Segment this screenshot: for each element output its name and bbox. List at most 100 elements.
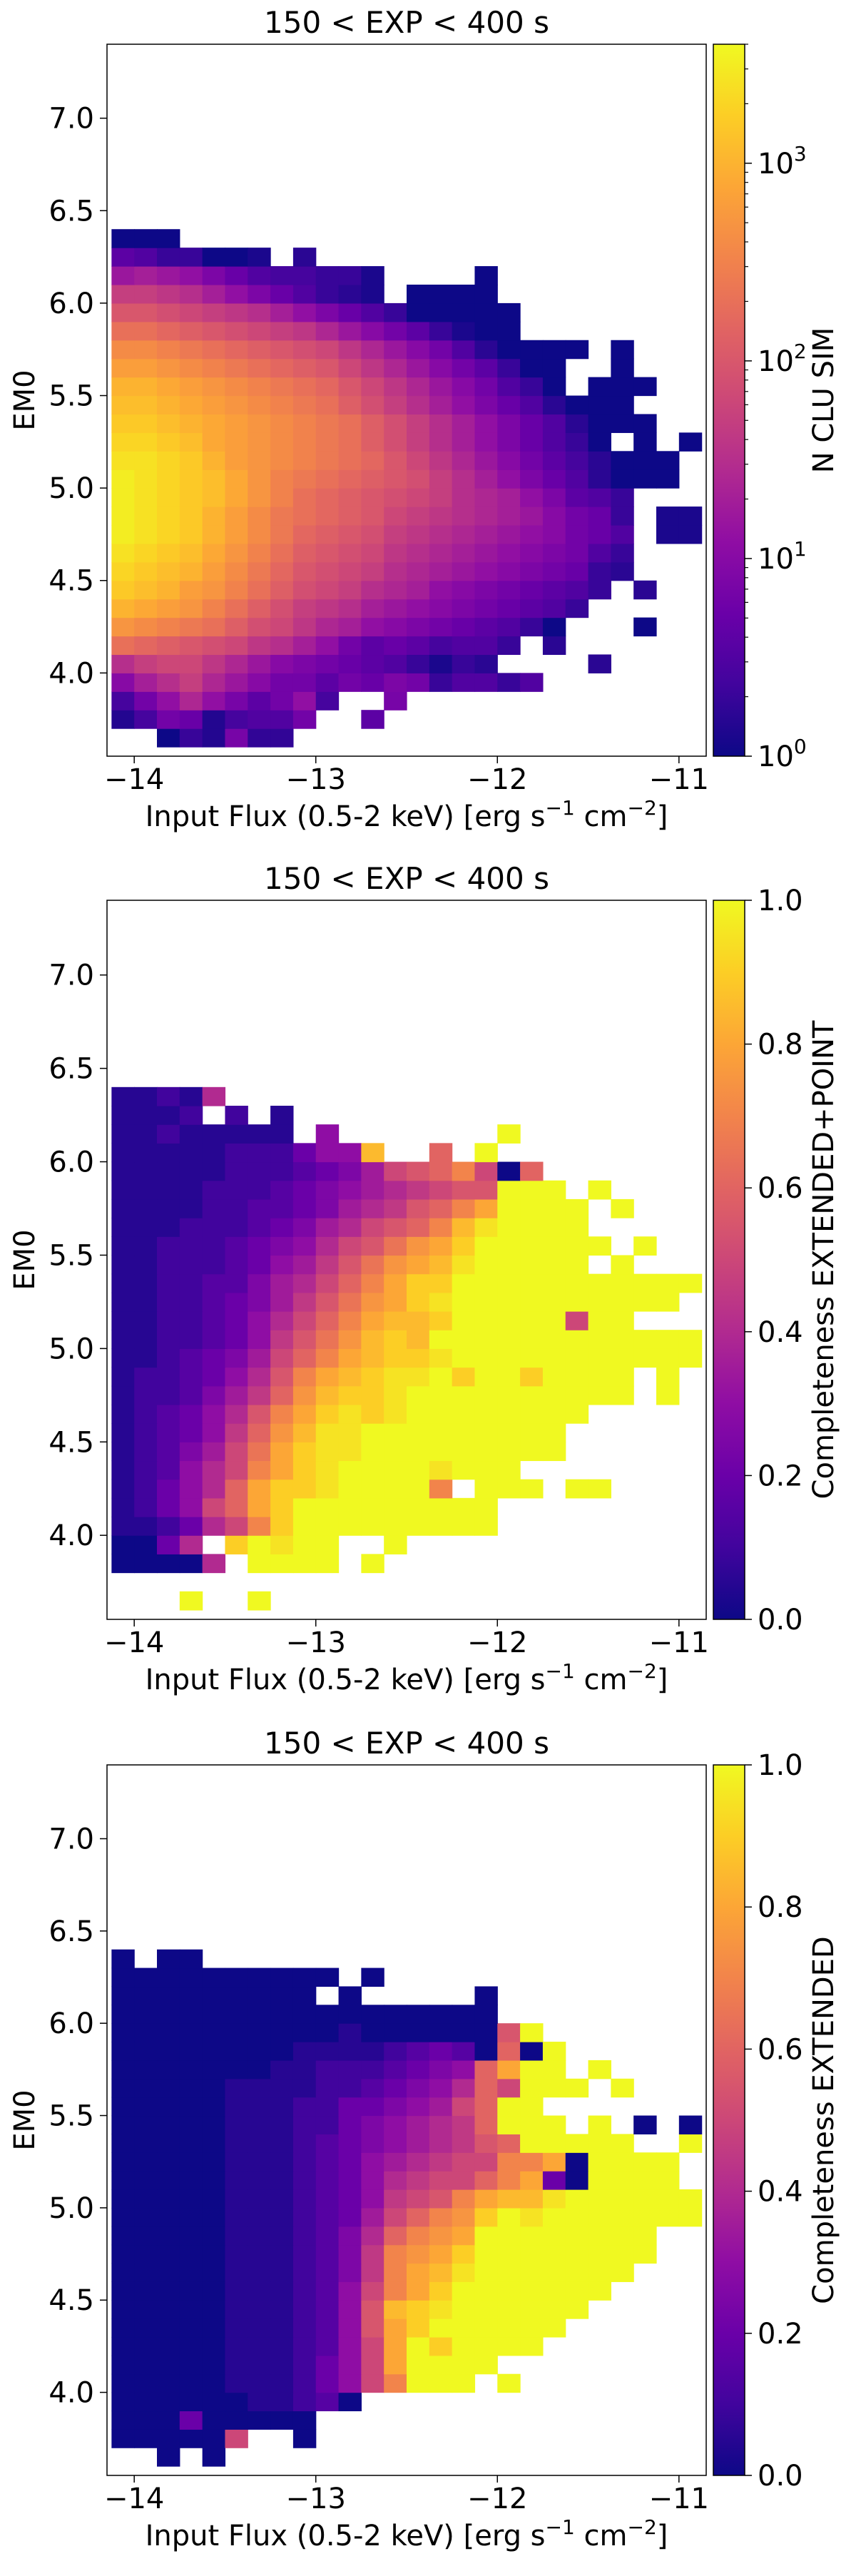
heatmap-cell — [361, 432, 384, 452]
heatmap-cell — [565, 2171, 589, 2190]
heatmap-cell — [588, 2134, 611, 2153]
heatmap-cell — [225, 561, 248, 581]
heatmap-cell — [111, 321, 135, 341]
heatmap-cell — [474, 321, 498, 341]
heatmap-cell — [429, 432, 453, 452]
heatmap-cell — [384, 2355, 407, 2375]
colorbar-tick-exponent: 1 — [794, 537, 807, 561]
heatmap-cell — [474, 524, 498, 544]
heatmap-cell — [429, 2281, 453, 2301]
heatmap-cell — [384, 1311, 407, 1330]
heatmap-cell — [565, 469, 589, 489]
heatmap-cell — [248, 340, 271, 360]
heatmap-cell — [497, 1479, 521, 1499]
heatmap-cell — [452, 2060, 476, 2079]
heatmap-cell — [429, 2078, 453, 2098]
heatmap-cell — [588, 432, 611, 452]
heatmap-cell — [134, 1292, 158, 1312]
heatmap-cell — [315, 1311, 340, 1330]
colorbar-label: N CLU SIM — [807, 327, 840, 474]
heatmap-cell — [202, 524, 226, 544]
heatmap-cell — [179, 2042, 203, 2061]
heatmap-cell — [111, 1236, 135, 1256]
heatmap-cell — [520, 524, 544, 544]
heatmap-cell — [134, 1497, 158, 1517]
heatmap-cell — [338, 1385, 362, 1405]
heatmap-cell — [361, 284, 384, 304]
heatmap-cell — [202, 1218, 226, 1237]
heatmap-cell — [270, 543, 294, 563]
heatmap-cell — [315, 2042, 340, 2061]
heatmap-cell — [361, 469, 384, 489]
heatmap-cell — [338, 2336, 362, 2356]
heatmap-cell — [111, 506, 135, 526]
heatmap-cell — [452, 1423, 476, 1442]
heatmap-cell — [248, 1311, 271, 1330]
heatmap-cell — [292, 2060, 317, 2079]
heatmap-cell — [157, 2005, 180, 2024]
heatmap-cell — [202, 710, 226, 729]
heatmap-cell — [384, 617, 407, 637]
heatmap-cell — [292, 2115, 317, 2134]
heatmap-cell — [588, 506, 611, 526]
heatmap-cell — [202, 2115, 226, 2134]
heatmap-cell — [407, 506, 430, 526]
heatmap-cell — [225, 2023, 248, 2042]
heatmap-cell — [407, 432, 430, 452]
heatmap-cell — [520, 2189, 544, 2209]
heatmap-cell — [248, 1180, 271, 1200]
colorbar-tick-label: 100 — [758, 735, 807, 773]
heatmap-cell — [497, 1423, 521, 1442]
heatmap-cell — [588, 580, 611, 600]
heatmap-cell — [452, 580, 476, 600]
heatmap-cell — [542, 1423, 566, 1442]
heatmap-cell — [384, 1442, 407, 1462]
heatmap-cell — [202, 488, 226, 507]
heatmap-cell — [633, 469, 657, 489]
heatmap-cell — [338, 395, 362, 415]
heatmap-cell — [225, 1460, 248, 1480]
heatmap-cell — [134, 284, 158, 304]
heatmap-cell — [452, 340, 476, 360]
heatmap-cell — [588, 524, 611, 544]
heatmap-cell — [520, 2207, 544, 2227]
heatmap-cell — [565, 524, 589, 544]
heatmap-cell — [157, 395, 180, 415]
heatmap-cell — [361, 1554, 384, 1574]
heatmap-cell — [474, 1292, 498, 1312]
heatmap-cell — [248, 2078, 271, 2098]
heatmap-cell — [542, 2189, 566, 2209]
heatmap-cell — [384, 1330, 407, 1349]
x-axis-label-superscript: −1 — [546, 796, 575, 820]
heatmap-cell — [292, 710, 317, 729]
heatmap-cell — [292, 1967, 317, 1987]
heatmap-cell — [407, 1367, 430, 1387]
heatmap-cell — [384, 469, 407, 489]
heatmap-cell — [248, 321, 271, 341]
heatmap-cell — [111, 358, 135, 378]
heatmap-cell — [157, 2336, 180, 2356]
heatmap-cell — [111, 2005, 135, 2024]
heatmap-cell — [542, 1255, 566, 1275]
heatmap-cell — [225, 2373, 248, 2393]
heatmap-cell — [452, 2318, 476, 2338]
heatmap-cell — [111, 2042, 135, 2061]
heatmap-cell — [134, 2244, 158, 2264]
heatmap-cell — [111, 1348, 135, 1368]
heatmap-cell — [520, 1348, 544, 1368]
heatmap-cell — [407, 1236, 430, 1256]
heatmap-cell — [361, 1967, 384, 1987]
heatmap-cell — [452, 2226, 476, 2246]
x-axis-label-part: Input Flux (0.5-2 keV) [erg s — [146, 2520, 546, 2552]
heatmap-cell — [315, 2300, 340, 2319]
heatmap-cell — [202, 1348, 226, 1368]
x-tick-label: −12 — [467, 1626, 527, 1659]
heatmap-cell — [225, 432, 248, 452]
heatmap-cell — [292, 1479, 317, 1499]
heatmap-cell — [134, 2355, 158, 2375]
heatmap-cell — [520, 599, 544, 618]
heatmap-cell — [225, 1161, 248, 1181]
heatmap-cell — [248, 2152, 271, 2172]
heatmap-cell — [452, 432, 476, 452]
heatmap-cell — [248, 1348, 271, 1368]
